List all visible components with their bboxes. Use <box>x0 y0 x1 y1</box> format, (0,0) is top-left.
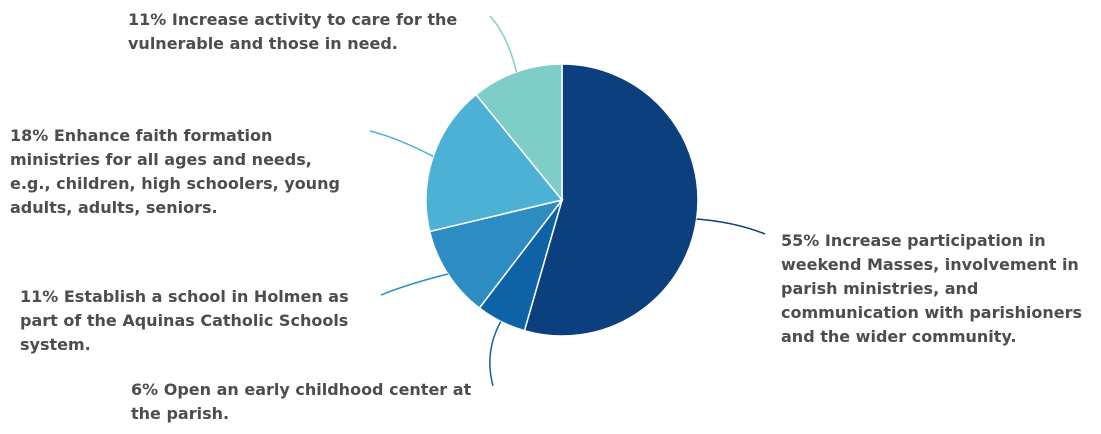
slice-label-participation: 55% Increase participation in weekend Ma… <box>781 231 1082 346</box>
leader-line-school-holmen <box>380 273 449 296</box>
slice-label-early-childhood: 6% Open an early childhood center at the… <box>131 380 472 423</box>
leader-line-participation <box>696 218 766 235</box>
leader-line-early-childhood <box>489 321 502 387</box>
leader-line-faith-formation <box>369 130 434 158</box>
slice-label-school-holmen: 11% Establish a school in Holmen as part… <box>20 287 349 354</box>
leader-line-care-vulnerable <box>489 15 518 73</box>
slice-label-care-vulnerable: 11% Increase activity to care for the vu… <box>128 10 458 53</box>
pie-slice-participation <box>523 63 699 337</box>
slice-label-faith-formation: 18% Enhance faith formation ministries f… <box>10 126 340 217</box>
